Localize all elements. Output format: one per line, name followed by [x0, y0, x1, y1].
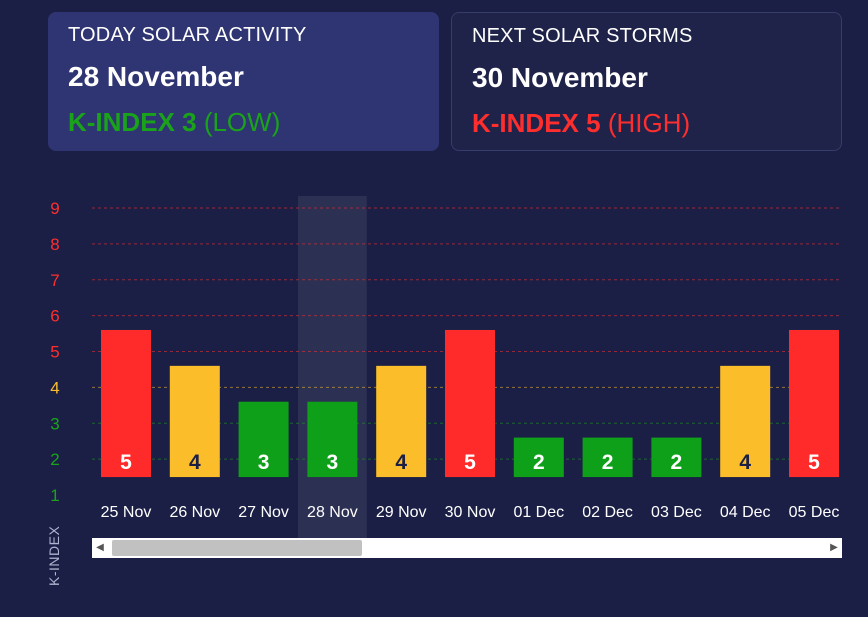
chart-horizontal-scrollbar[interactable]: ◀ ▶ [92, 538, 842, 558]
x-tick-label: 26 Nov [169, 504, 220, 521]
x-tick-label: 29 Nov [376, 504, 427, 521]
bar-value-label: 4 [395, 451, 407, 474]
y-tick-label-5: 5 [50, 343, 59, 362]
scroll-thumb[interactable] [112, 540, 362, 556]
y-tick-label-6: 6 [50, 307, 59, 326]
today-card-title: TODAY SOLAR ACTIVITY [68, 24, 307, 46]
bar-27-nov [238, 401, 289, 478]
bar-value-label: 4 [739, 451, 751, 474]
scroll-left-arrow-icon[interactable]: ◀ [96, 542, 104, 553]
today-solar-activity-card: TODAY SOLAR ACTIVITY 28 November K-INDEX… [48, 12, 439, 151]
bar-value-label: 5 [120, 451, 132, 474]
y-tick-label-8: 8 [50, 235, 59, 254]
highlight-band [298, 196, 367, 538]
bar-05-dec [789, 329, 839, 478]
bar-28-nov [307, 401, 358, 478]
y-tick-label-2: 2 [50, 450, 59, 469]
bar-30-nov [445, 329, 495, 478]
y-tick-label-7: 7 [50, 271, 59, 290]
x-tick-label: 01 Dec [513, 504, 564, 521]
y-tick-label-9: 9 [50, 199, 59, 218]
bar-26-nov [169, 365, 220, 478]
bar-29-nov [376, 365, 427, 478]
today-kindex: K-INDEX 3 (LOW) [68, 107, 419, 138]
next-card-title: NEXT SOLAR STORMS [472, 25, 693, 47]
next-date: 30 November [472, 62, 648, 93]
scroll-right-arrow-icon[interactable]: ▶ [830, 542, 838, 553]
next-kindex-level: (HIGH) [607, 108, 691, 138]
x-tick-label: 28 Nov [307, 504, 358, 521]
bar-03-dec [651, 437, 702, 478]
next-solar-storms-card: NEXT SOLAR STORMS 30 November K-INDEX 5 … [451, 12, 842, 151]
bar-value-label: 5 [464, 451, 476, 474]
y-tick-label-3: 3 [50, 414, 59, 433]
x-tick-label: 03 Dec [651, 504, 702, 521]
x-tick-label: 27 Nov [238, 504, 289, 521]
bar-04-dec [720, 365, 771, 478]
next-kindex: K-INDEX 5 (HIGH) [472, 108, 821, 139]
bar-value-label: 5 [808, 451, 820, 474]
bar-01-dec [513, 437, 564, 478]
bar-02-dec [582, 437, 633, 478]
bar-value-label: 2 [533, 451, 545, 474]
x-tick-label: 05 Dec [789, 504, 840, 521]
chart-svg: 1 2 3 4 5 6 7 8 9 5 25 Nov 4 26 Nov 3 27 Nov 3 28 Nov 4 29… [50, 196, 842, 538]
bar-value-label: 2 [671, 451, 683, 474]
x-tick-label: 25 Nov [101, 504, 152, 521]
y-tick-label-4: 4 [50, 378, 59, 397]
today-date: 28 November [68, 61, 244, 92]
today-kindex-value: K-INDEX 3 [68, 107, 197, 137]
y-tick-label-1: 1 [50, 486, 59, 505]
bar-value-label: 3 [327, 451, 339, 474]
x-tick-label: 02 Dec [582, 504, 633, 521]
x-tick-label: 30 Nov [445, 504, 496, 521]
bar-value-label: 3 [258, 451, 270, 474]
x-tick-label: 04 Dec [720, 504, 771, 521]
bar-25-nov [101, 329, 151, 478]
bar-value-label: 2 [602, 451, 614, 474]
bar-value-label: 4 [189, 451, 201, 474]
today-kindex-level: (LOW) [203, 107, 281, 137]
y-axis-label: K-INDEX [46, 525, 62, 586]
kindex-bar-chart: 1 2 3 4 5 6 7 8 9 5 25 Nov 4 26 Nov 3 27 Nov 3 28 Nov 4 29… [0, 190, 868, 590]
next-kindex-value: K-INDEX 5 [472, 108, 601, 138]
